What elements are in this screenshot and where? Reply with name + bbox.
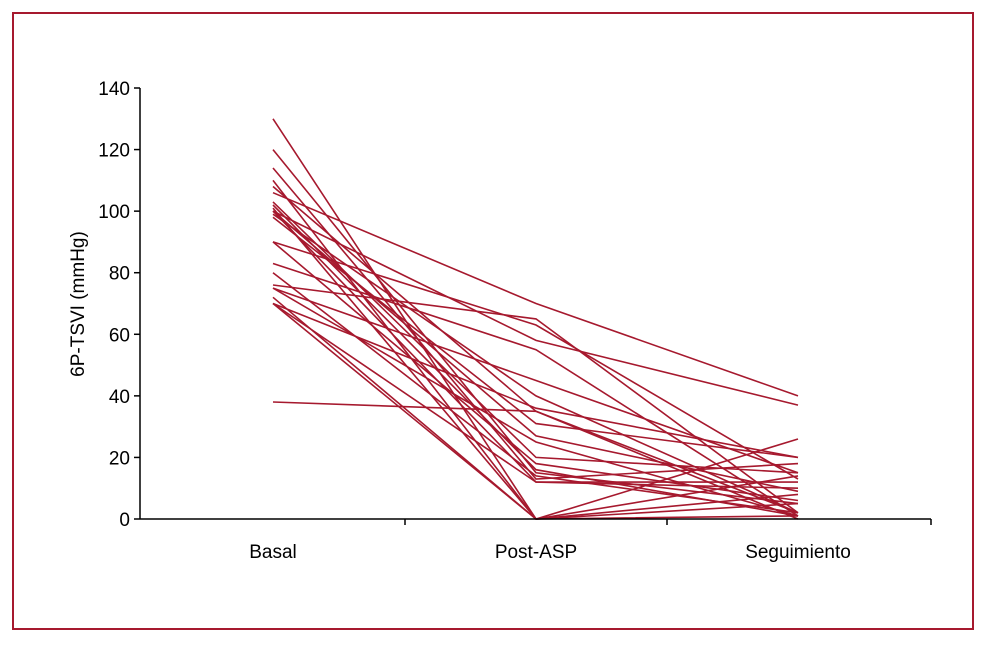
y-tick-label: 60 [109,325,130,346]
x-tick-label: Post-ASP [495,542,577,563]
series-line-3 [272,167,799,480]
series-layer [272,118,799,520]
series-line-17 [272,262,799,517]
figure-frame [12,12,974,630]
y-ticks: 0 20 40 60 80 100 120 140 [98,79,140,531]
y-tick-label: 100 [98,202,130,223]
series-line-24 [272,302,798,483]
series-line-21 [272,287,799,517]
series-line-13 [272,213,799,514]
x-ticks: Basal Post-ASP Seguimiento [249,519,932,563]
series-line-18 [272,272,799,514]
series-line-16 [272,241,799,502]
series-line-20 [272,287,799,474]
y-tick-label: 20 [109,448,130,469]
series-line-19 [272,284,799,514]
series-line-26 [272,401,799,520]
x-tick-label: Seguimiento [745,542,851,563]
series-line-6 [272,191,799,397]
y-tick-label: 80 [109,264,130,285]
series-line-23 [272,302,799,459]
y-tick-label: 120 [98,141,130,162]
series-line-15 [272,241,799,480]
series-line-14 [272,216,799,459]
series-line-10 [272,210,799,406]
series-line-8 [272,204,799,517]
x-tick-label: Basal [249,542,297,563]
y-tick-label: 0 [119,510,130,531]
series-line-2 [272,149,799,505]
y-tick-label: 40 [109,387,130,408]
y-tick-label: 140 [98,79,130,100]
axes-layer [139,88,931,520]
y-axis-title: 6P-TSVI (mmHg) [68,231,89,377]
